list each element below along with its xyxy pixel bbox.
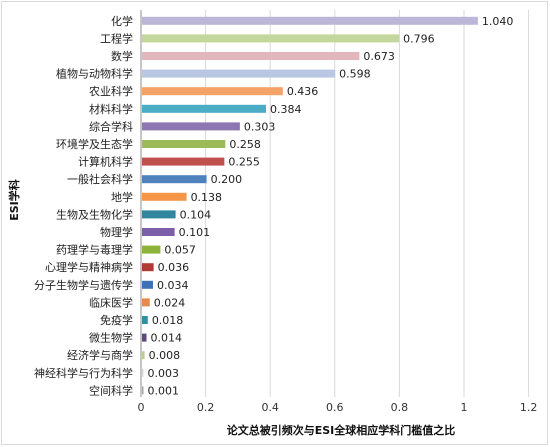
bar bbox=[142, 34, 400, 43]
value-label: 0.008 bbox=[149, 349, 181, 362]
bar bbox=[142, 351, 145, 360]
category-label: 神经科学与行为科学 bbox=[34, 366, 133, 380]
category-label: 农业科学 bbox=[89, 84, 133, 98]
bars bbox=[142, 16, 478, 395]
value-label: 0.101 bbox=[179, 226, 211, 239]
bar bbox=[142, 386, 144, 395]
category-label: 综合学科 bbox=[89, 119, 133, 133]
category-label: 化学 bbox=[111, 14, 133, 28]
bar bbox=[142, 263, 154, 272]
value-label: 0.036 bbox=[158, 261, 190, 274]
bar bbox=[142, 245, 161, 254]
category-label: 免疫学 bbox=[100, 313, 133, 327]
y-axis-title: ESI学科 bbox=[7, 179, 21, 221]
category-label: 微生物学 bbox=[89, 331, 133, 345]
category-label: 药理学与毒理学 bbox=[56, 243, 133, 257]
bar bbox=[142, 280, 153, 289]
bar bbox=[142, 333, 147, 342]
value-label: 0.034 bbox=[157, 279, 189, 292]
bar bbox=[142, 228, 175, 236]
category-label: 经济学与商学 bbox=[67, 348, 133, 362]
value-labels: 1.040 0.796 0.673 0.598 0.436 0.384 0.303 0.258… bbox=[148, 15, 514, 398]
value-label: 0.014 bbox=[151, 332, 183, 345]
value-label: 0.796 bbox=[403, 32, 435, 45]
value-label: 0.258 bbox=[229, 138, 260, 151]
category-label: 临床医学 bbox=[89, 295, 133, 309]
bar bbox=[142, 122, 240, 131]
category-labels: 化学工程学数学植物与动物科学农业科学材料科学综合学科环境学及生态学计算机科学一般… bbox=[34, 14, 133, 398]
x-tick-label: 0.2 bbox=[197, 401, 215, 414]
value-label: 0.138 bbox=[191, 191, 223, 204]
bar bbox=[142, 192, 187, 201]
value-label: 0.018 bbox=[152, 314, 184, 327]
category-label: 计算机科学 bbox=[78, 155, 133, 169]
bar bbox=[142, 69, 336, 78]
value-label: 1.040 bbox=[482, 15, 514, 28]
x-tick-label: 1.2 bbox=[520, 401, 538, 414]
category-label: 植物与动物科学 bbox=[56, 67, 133, 81]
value-label: 0.024 bbox=[154, 296, 186, 309]
bar bbox=[142, 210, 176, 219]
x-tick-label: 0 bbox=[138, 401, 145, 414]
category-label: 材料科学 bbox=[89, 102, 133, 116]
value-label: 0.303 bbox=[244, 120, 276, 133]
x-tick-label: 1 bbox=[461, 401, 468, 414]
category-label: 物理学 bbox=[100, 225, 133, 239]
category-label: 数学 bbox=[111, 49, 133, 63]
category-label: 环境学及生态学 bbox=[56, 137, 133, 151]
bar bbox=[142, 52, 360, 60]
bar bbox=[142, 104, 267, 113]
x-axis-title: 论文总被引频次与ESI全球相应学科门槛值之比 bbox=[227, 423, 456, 437]
value-label: 0.104 bbox=[180, 208, 212, 221]
x-tick-label: 0.8 bbox=[391, 401, 409, 414]
bar bbox=[142, 16, 478, 25]
value-label: 0.255 bbox=[228, 156, 259, 169]
value-label: 0.436 bbox=[287, 85, 319, 98]
x-tick-label: 0.6 bbox=[326, 401, 344, 414]
bar bbox=[142, 368, 144, 377]
bar bbox=[142, 157, 225, 166]
bar bbox=[142, 298, 150, 307]
category-label: 心理学与精神病学 bbox=[45, 260, 133, 274]
bar bbox=[142, 140, 226, 148]
category-label: 地学 bbox=[111, 190, 133, 204]
value-label: 0.001 bbox=[148, 384, 180, 397]
value-label: 0.003 bbox=[148, 367, 180, 380]
bar bbox=[142, 316, 148, 324]
category-label: 空间科学 bbox=[89, 383, 133, 397]
bar bbox=[142, 175, 207, 184]
value-label: 0.384 bbox=[270, 103, 302, 116]
x-tick-label: 0.4 bbox=[261, 401, 279, 414]
category-label: 工程学 bbox=[100, 31, 133, 45]
x-tick-labels: 0 0.2 0.4 0.6 0.8 1 1.2 bbox=[138, 401, 538, 414]
category-label: 分子生物学与遗传学 bbox=[34, 278, 133, 292]
value-label: 0.200 bbox=[211, 173, 243, 186]
category-label: 一般社会科学 bbox=[67, 172, 133, 186]
value-label: 0.673 bbox=[363, 50, 395, 63]
bar bbox=[142, 87, 283, 96]
category-label: 生物及生物化学 bbox=[56, 207, 133, 221]
value-label: 0.057 bbox=[164, 244, 196, 257]
value-label: 0.598 bbox=[339, 68, 371, 81]
